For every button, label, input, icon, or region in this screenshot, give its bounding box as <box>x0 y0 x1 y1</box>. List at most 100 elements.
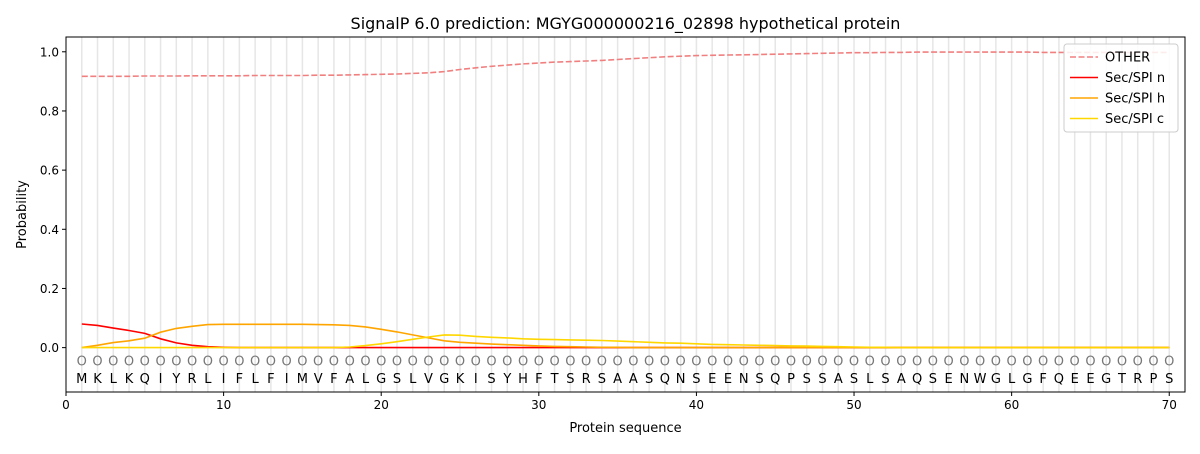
residue-label: S <box>929 372 937 387</box>
region-label: O <box>691 354 701 369</box>
residue-label: S <box>881 372 889 387</box>
region-label: O <box>597 354 607 369</box>
residue-label: M <box>76 372 87 387</box>
region-label: O <box>297 354 307 369</box>
region-label: O <box>849 354 859 369</box>
region-label: O <box>644 354 654 369</box>
residue-label: N <box>959 372 969 387</box>
residue-label: G <box>376 372 386 387</box>
region-label: O <box>770 354 780 369</box>
residue-label: P <box>1150 372 1158 387</box>
region-label: O <box>313 354 323 369</box>
residue-label: K <box>456 372 465 387</box>
residue-label: S <box>566 372 574 387</box>
residue-label: F <box>267 372 274 387</box>
grid-lines <box>81 37 1170 392</box>
region-label: O <box>234 354 244 369</box>
residue-label: I <box>222 372 226 387</box>
region-label: O <box>282 354 292 369</box>
series-line-sec-spi-h <box>81 323 1170 349</box>
region-label: O <box>660 354 670 369</box>
x-tick-label: 70 <box>1162 398 1177 412</box>
residue-label: K <box>93 372 102 387</box>
residue-label: V <box>314 372 323 387</box>
x-tick-label: 20 <box>374 398 389 412</box>
residue-label: L <box>866 372 874 387</box>
region-label: O <box>754 354 764 369</box>
region-label: O <box>408 354 418 369</box>
legend-label: Sec/SPI h <box>1105 92 1165 107</box>
residue-label: H <box>518 372 528 387</box>
residue-label: F <box>535 372 542 387</box>
region-label: O <box>92 354 102 369</box>
residue-label: G <box>991 372 1001 387</box>
region-label: O <box>360 354 370 369</box>
region-label: O <box>1054 354 1064 369</box>
region-label: O <box>565 354 575 369</box>
residue-label: S <box>850 372 858 387</box>
residue-label: Q <box>912 372 922 387</box>
region-label: O <box>928 354 938 369</box>
y-tick-label: 1.0 <box>40 45 59 59</box>
series-lines <box>81 51 1170 349</box>
residue-label: E <box>944 372 952 387</box>
legend-label: OTHER <box>1105 51 1150 66</box>
region-label: O <box>786 354 796 369</box>
chart-title: SignalP 6.0 prediction: MGYG000000216_02… <box>351 14 901 34</box>
residue-label: S <box>818 372 826 387</box>
region-label: O <box>218 354 228 369</box>
residue-label: S <box>1165 372 1173 387</box>
residue-label: P <box>787 372 795 387</box>
region-label: O <box>991 354 1001 369</box>
legend-label: Sec/SPI c <box>1105 112 1164 127</box>
region-label: O <box>77 354 87 369</box>
x-tick-label: 60 <box>1004 398 1019 412</box>
residue-label: E <box>708 372 716 387</box>
region-label: O <box>1038 354 1048 369</box>
region-label: O <box>802 354 812 369</box>
region-label: O <box>502 354 512 369</box>
series-line-sec-spi-n <box>81 323 1170 349</box>
residue-label: N <box>739 372 749 387</box>
region-label: O <box>471 354 481 369</box>
residue-label: A <box>629 372 638 387</box>
residue-label: R <box>1133 372 1142 387</box>
residue-label: S <box>692 372 700 387</box>
residue-label: L <box>204 372 212 387</box>
region-label: O <box>676 354 686 369</box>
residue-label: S <box>487 372 495 387</box>
x-tick-label: 40 <box>689 398 704 412</box>
region-label: O <box>1117 354 1127 369</box>
residue-label: L <box>252 372 260 387</box>
residue-label: E <box>1086 372 1094 387</box>
residue-label: W <box>974 372 987 387</box>
y-axis-label: Probability <box>15 180 30 249</box>
residue-label: I <box>159 372 163 387</box>
region-label: O <box>581 354 591 369</box>
y-tick-label: 0.0 <box>40 341 59 355</box>
region-label: O <box>534 354 544 369</box>
residue-label: F <box>236 372 243 387</box>
region-label: O <box>1085 354 1095 369</box>
residue-label: Q <box>660 372 670 387</box>
region-label: O <box>896 354 906 369</box>
legend-label: Sec/SPI n <box>1105 71 1165 86</box>
residue-label: N <box>676 372 686 387</box>
y-tick-label: 0.2 <box>40 282 59 296</box>
region-label: O <box>833 354 843 369</box>
region-label: O <box>187 354 197 369</box>
sequence-labels: OMOKOLOKOQOIOYOROLOIOFOLOFOIOMOVOFOAOLOG… <box>76 354 1174 387</box>
y-tick-label: 0.6 <box>40 164 59 178</box>
axes: 0 10 20 30 40 50 60 70 0.0 0.2 0.4 0.6 0.8 1.0 <box>40 45 1177 412</box>
residue-label: S <box>598 372 606 387</box>
residue-label: T <box>1117 372 1126 387</box>
region-label: O <box>739 354 749 369</box>
residue-label: Q <box>770 372 780 387</box>
residue-label: S <box>803 372 811 387</box>
region-label: O <box>1164 354 1174 369</box>
residue-label: A <box>345 372 354 387</box>
x-tick-label: 0 <box>62 398 70 412</box>
region-label: O <box>1022 354 1032 369</box>
legend: OTHER Sec/SPI n Sec/SPI h Sec/SPI c <box>1063 43 1179 133</box>
